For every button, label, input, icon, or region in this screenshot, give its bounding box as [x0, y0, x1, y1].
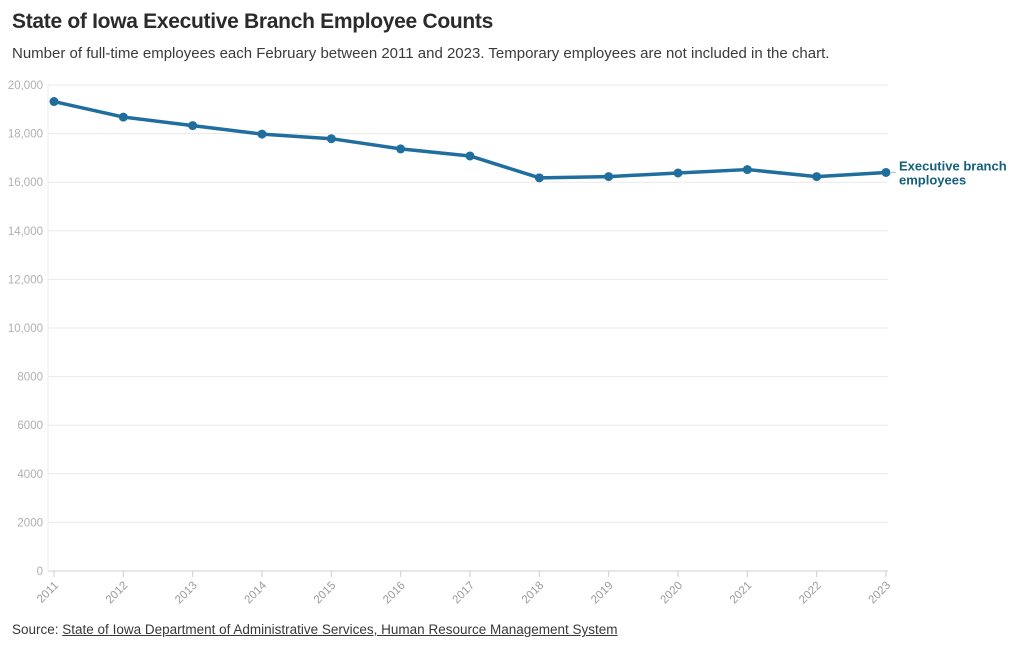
x-tick-label: 2023 — [867, 580, 894, 607]
chart-subtitle: Number of full-time employees each Febru… — [12, 45, 830, 62]
data-point — [534, 173, 544, 183]
y-tick-label: 0 — [37, 566, 43, 578]
x-tick-label: 2012 — [104, 580, 131, 607]
x-tick-label: 2013 — [173, 580, 200, 607]
data-point — [396, 144, 406, 154]
y-tick-label: 16,000 — [8, 177, 43, 189]
data-point — [673, 168, 683, 178]
y-tick-label: 18,000 — [8, 129, 43, 141]
x-tick-label: 2015 — [312, 580, 339, 607]
y-tick-label: 10,000 — [8, 323, 43, 335]
data-point — [49, 97, 59, 107]
y-tick-label: 14,000 — [8, 226, 43, 238]
source-link[interactable]: State of Iowa Department of Administrati… — [62, 622, 618, 637]
data-line — [52, 99, 888, 180]
series-label: Executive branch — [899, 158, 1007, 173]
x-tick-label: 2014 — [243, 579, 270, 606]
x-tick-label: 2017 — [451, 580, 478, 607]
y-tick-label: 4000 — [17, 469, 43, 481]
data-point — [257, 129, 267, 139]
x-tick-label: 2021 — [728, 580, 755, 607]
line-chart: 20,000 18,000 16,000 14,000 12,000 10,000 8000… — [0, 70, 1020, 615]
x-tick-label: 2011 — [35, 580, 61, 606]
series-label: employees — [899, 172, 966, 187]
y-tick-label: 2000 — [17, 517, 43, 529]
data-point — [188, 121, 198, 131]
line-chart-svg: 20,000 18,000 16,000 14,000 12,000 10,000 8000… — [8, 80, 1007, 607]
data-point — [326, 134, 336, 144]
data-point — [465, 151, 475, 161]
source-line: Source: State of Iowa Department of Admi… — [12, 622, 618, 637]
x-tick-label: 2018 — [520, 580, 547, 607]
data-point — [881, 167, 891, 177]
y-tick-label: 12,000 — [8, 274, 43, 286]
x-tick-label: 2022 — [797, 580, 824, 607]
data-point — [812, 172, 822, 182]
y-tick-label: 20,000 — [8, 80, 43, 92]
x-tick-label: 2016 — [381, 580, 408, 607]
x-tick-label: 2019 — [589, 580, 616, 607]
data-point — [118, 112, 128, 122]
x-tick-label: 2020 — [659, 580, 686, 607]
chart-title: State of Iowa Executive Branch Employee … — [12, 10, 493, 33]
source-label: Source: — [12, 622, 63, 637]
data-point — [604, 172, 614, 182]
y-tick-label: 6000 — [17, 420, 43, 432]
y-tick-label: 8000 — [17, 372, 43, 384]
data-point — [742, 165, 752, 175]
